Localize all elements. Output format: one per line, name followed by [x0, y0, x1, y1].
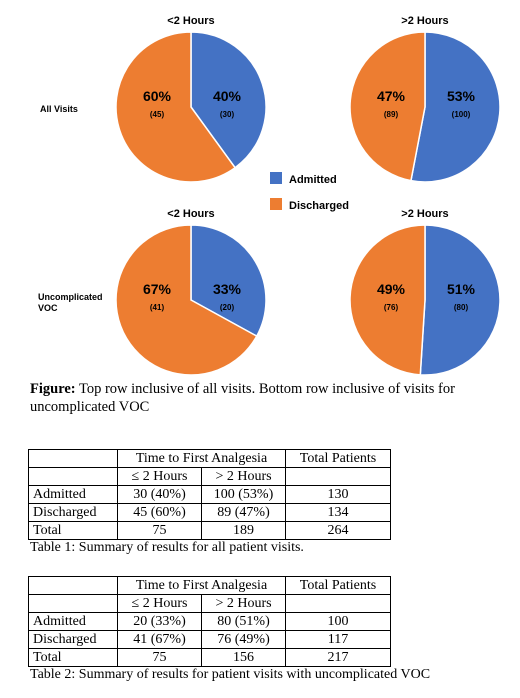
- cell-gt2: 156: [201, 648, 286, 667]
- table-header-total: Total Patients: [285, 449, 391, 468]
- table-subheader-blank-total: [285, 594, 391, 613]
- row-label-uncomplicated-voc: Uncomplicated: [38, 292, 103, 302]
- pie-label-count-discharged: (76): [384, 303, 399, 312]
- pie-label-count-discharged: (89): [384, 110, 399, 119]
- cell-total: 264: [285, 521, 391, 540]
- row-label: Admitted: [28, 612, 118, 631]
- cell-total: 117: [285, 630, 391, 649]
- legend-label-admitted: Admitted: [289, 174, 337, 186]
- cell-total: 100: [285, 612, 391, 631]
- row-label-all-visits: All Visits: [40, 104, 78, 114]
- pie-label-count-admitted: (30): [220, 110, 235, 119]
- table-all-visits: Time to First Analgesia Total Patients ≤…: [28, 449, 391, 540]
- pie-label-count-discharged: (45): [150, 110, 165, 119]
- pie-label-count-admitted: (20): [220, 303, 235, 312]
- row-label-uncomplicated-voc-line2: VOC: [38, 303, 58, 313]
- table-header-time: Time to First Analgesia: [117, 576, 286, 595]
- cell-gt2: 80 (51%): [201, 612, 286, 631]
- table-uncomplicated-voc: Time to First Analgesia Total Patients ≤…: [28, 576, 391, 667]
- pie-slice-admitted: [410, 31, 501, 183]
- table-header-blank: [28, 576, 118, 595]
- cell-total: 130: [285, 485, 391, 504]
- pie-slice-admitted: [190, 224, 267, 338]
- cell-gt2: 76 (49%): [201, 630, 286, 649]
- table-header-time: Time to First Analgesia: [117, 449, 286, 468]
- table-header-total: Total Patients: [285, 576, 391, 595]
- pie-label-count-admitted: (100): [452, 110, 471, 119]
- pie-label-count-discharged: (41): [150, 303, 165, 312]
- table-subheader-blank: [28, 594, 118, 613]
- legend-swatch-admitted: [270, 172, 282, 184]
- table2-caption: Table 2: Summary of results for patient …: [30, 667, 431, 682]
- cell-le2: 30 (40%): [117, 485, 202, 504]
- table-header-row: Time to First Analgesia Total Patients: [28, 449, 391, 468]
- table-subheader-le2: ≤ 2 Hours: [117, 467, 202, 486]
- cell-le2: 75: [117, 521, 202, 540]
- row-label: Discharged: [28, 630, 118, 649]
- legend-label-discharged: Discharged: [289, 200, 349, 212]
- figure-caption-text: Top row inclusive of all visits. Bottom …: [30, 381, 455, 415]
- table1-caption: Table 1: Summary of results for all pati…: [30, 540, 304, 555]
- table-subheader-blank: [28, 467, 118, 486]
- pie-slice-admitted: [190, 31, 267, 169]
- table-header-blank: [28, 449, 118, 468]
- column-title-le2: <2 Hours: [167, 208, 214, 220]
- figure-caption: Figure: Top row inclusive of all visits.…: [30, 380, 500, 416]
- pie-label-percent-discharged: 49%: [377, 281, 406, 297]
- table-subheader-gt2: > 2 Hours: [201, 467, 286, 486]
- row-label: Total: [28, 521, 118, 540]
- cell-le2: 75: [117, 648, 202, 667]
- cell-le2: 45 (60%): [117, 503, 202, 522]
- pie-slice-discharged: [349, 224, 426, 376]
- pie-slice-admitted: [419, 224, 501, 376]
- table-subheader-row: ≤ 2 Hours > 2 Hours: [28, 594, 391, 613]
- pie-label-percent-discharged: 60%: [143, 88, 172, 104]
- table-subheader-gt2: > 2 Hours: [201, 594, 286, 613]
- cell-gt2: 89 (47%): [201, 503, 286, 522]
- figure-caption-label: Figure:: [30, 381, 76, 397]
- pie-slice-discharged: [115, 31, 237, 183]
- table-row: Discharged 45 (60%) 89 (47%) 134: [28, 503, 391, 522]
- row-label: Discharged: [28, 503, 118, 522]
- pie-label-percent-admitted: 53%: [447, 88, 476, 104]
- pie-label-percent-admitted: 51%: [447, 281, 476, 297]
- pie-label-count-admitted: (80): [454, 303, 469, 312]
- pie-slice-discharged: [115, 224, 258, 376]
- legend-swatch-discharged: [270, 198, 282, 210]
- cell-total: 134: [285, 503, 391, 522]
- table-subheader-blank-total: [285, 467, 391, 486]
- pie-label-percent-admitted: 33%: [213, 281, 242, 297]
- table-row: Discharged 41 (67%) 76 (49%) 117: [28, 630, 391, 649]
- table-row: Admitted 30 (40%) 100 (53%) 130: [28, 485, 391, 504]
- table-subheader-le2: ≤ 2 Hours: [117, 594, 202, 613]
- table-row: Total 75 189 264: [28, 521, 391, 540]
- pie-label-percent-admitted: 40%: [213, 88, 242, 104]
- pie-label-percent-discharged: 67%: [143, 281, 172, 297]
- table-row: Admitted 20 (33%) 80 (51%) 100: [28, 612, 391, 631]
- row-label: Total: [28, 648, 118, 667]
- table-subheader-row: ≤ 2 Hours > 2 Hours: [28, 467, 391, 486]
- cell-gt2: 100 (53%): [201, 485, 286, 504]
- pie-label-percent-discharged: 47%: [377, 88, 406, 104]
- cell-le2: 41 (67%): [117, 630, 202, 649]
- column-title-gt2: >2 Hours: [401, 15, 448, 27]
- cell-gt2: 189: [201, 521, 286, 540]
- column-title-gt2: >2 Hours: [401, 208, 448, 220]
- table-row: Total 75 156 217: [28, 648, 391, 667]
- pie-charts-panel: <2 Hours >2 Hours <2 Hours >2 Hours All Visi…: [38, 15, 501, 376]
- cell-le2: 20 (33%): [117, 612, 202, 631]
- pie-slice-discharged: [349, 31, 426, 182]
- cell-total: 217: [285, 648, 391, 667]
- table-header-row: Time to First Analgesia Total Patients: [28, 576, 391, 595]
- column-title-le2: <2 Hours: [167, 15, 214, 27]
- row-label: Admitted: [28, 485, 118, 504]
